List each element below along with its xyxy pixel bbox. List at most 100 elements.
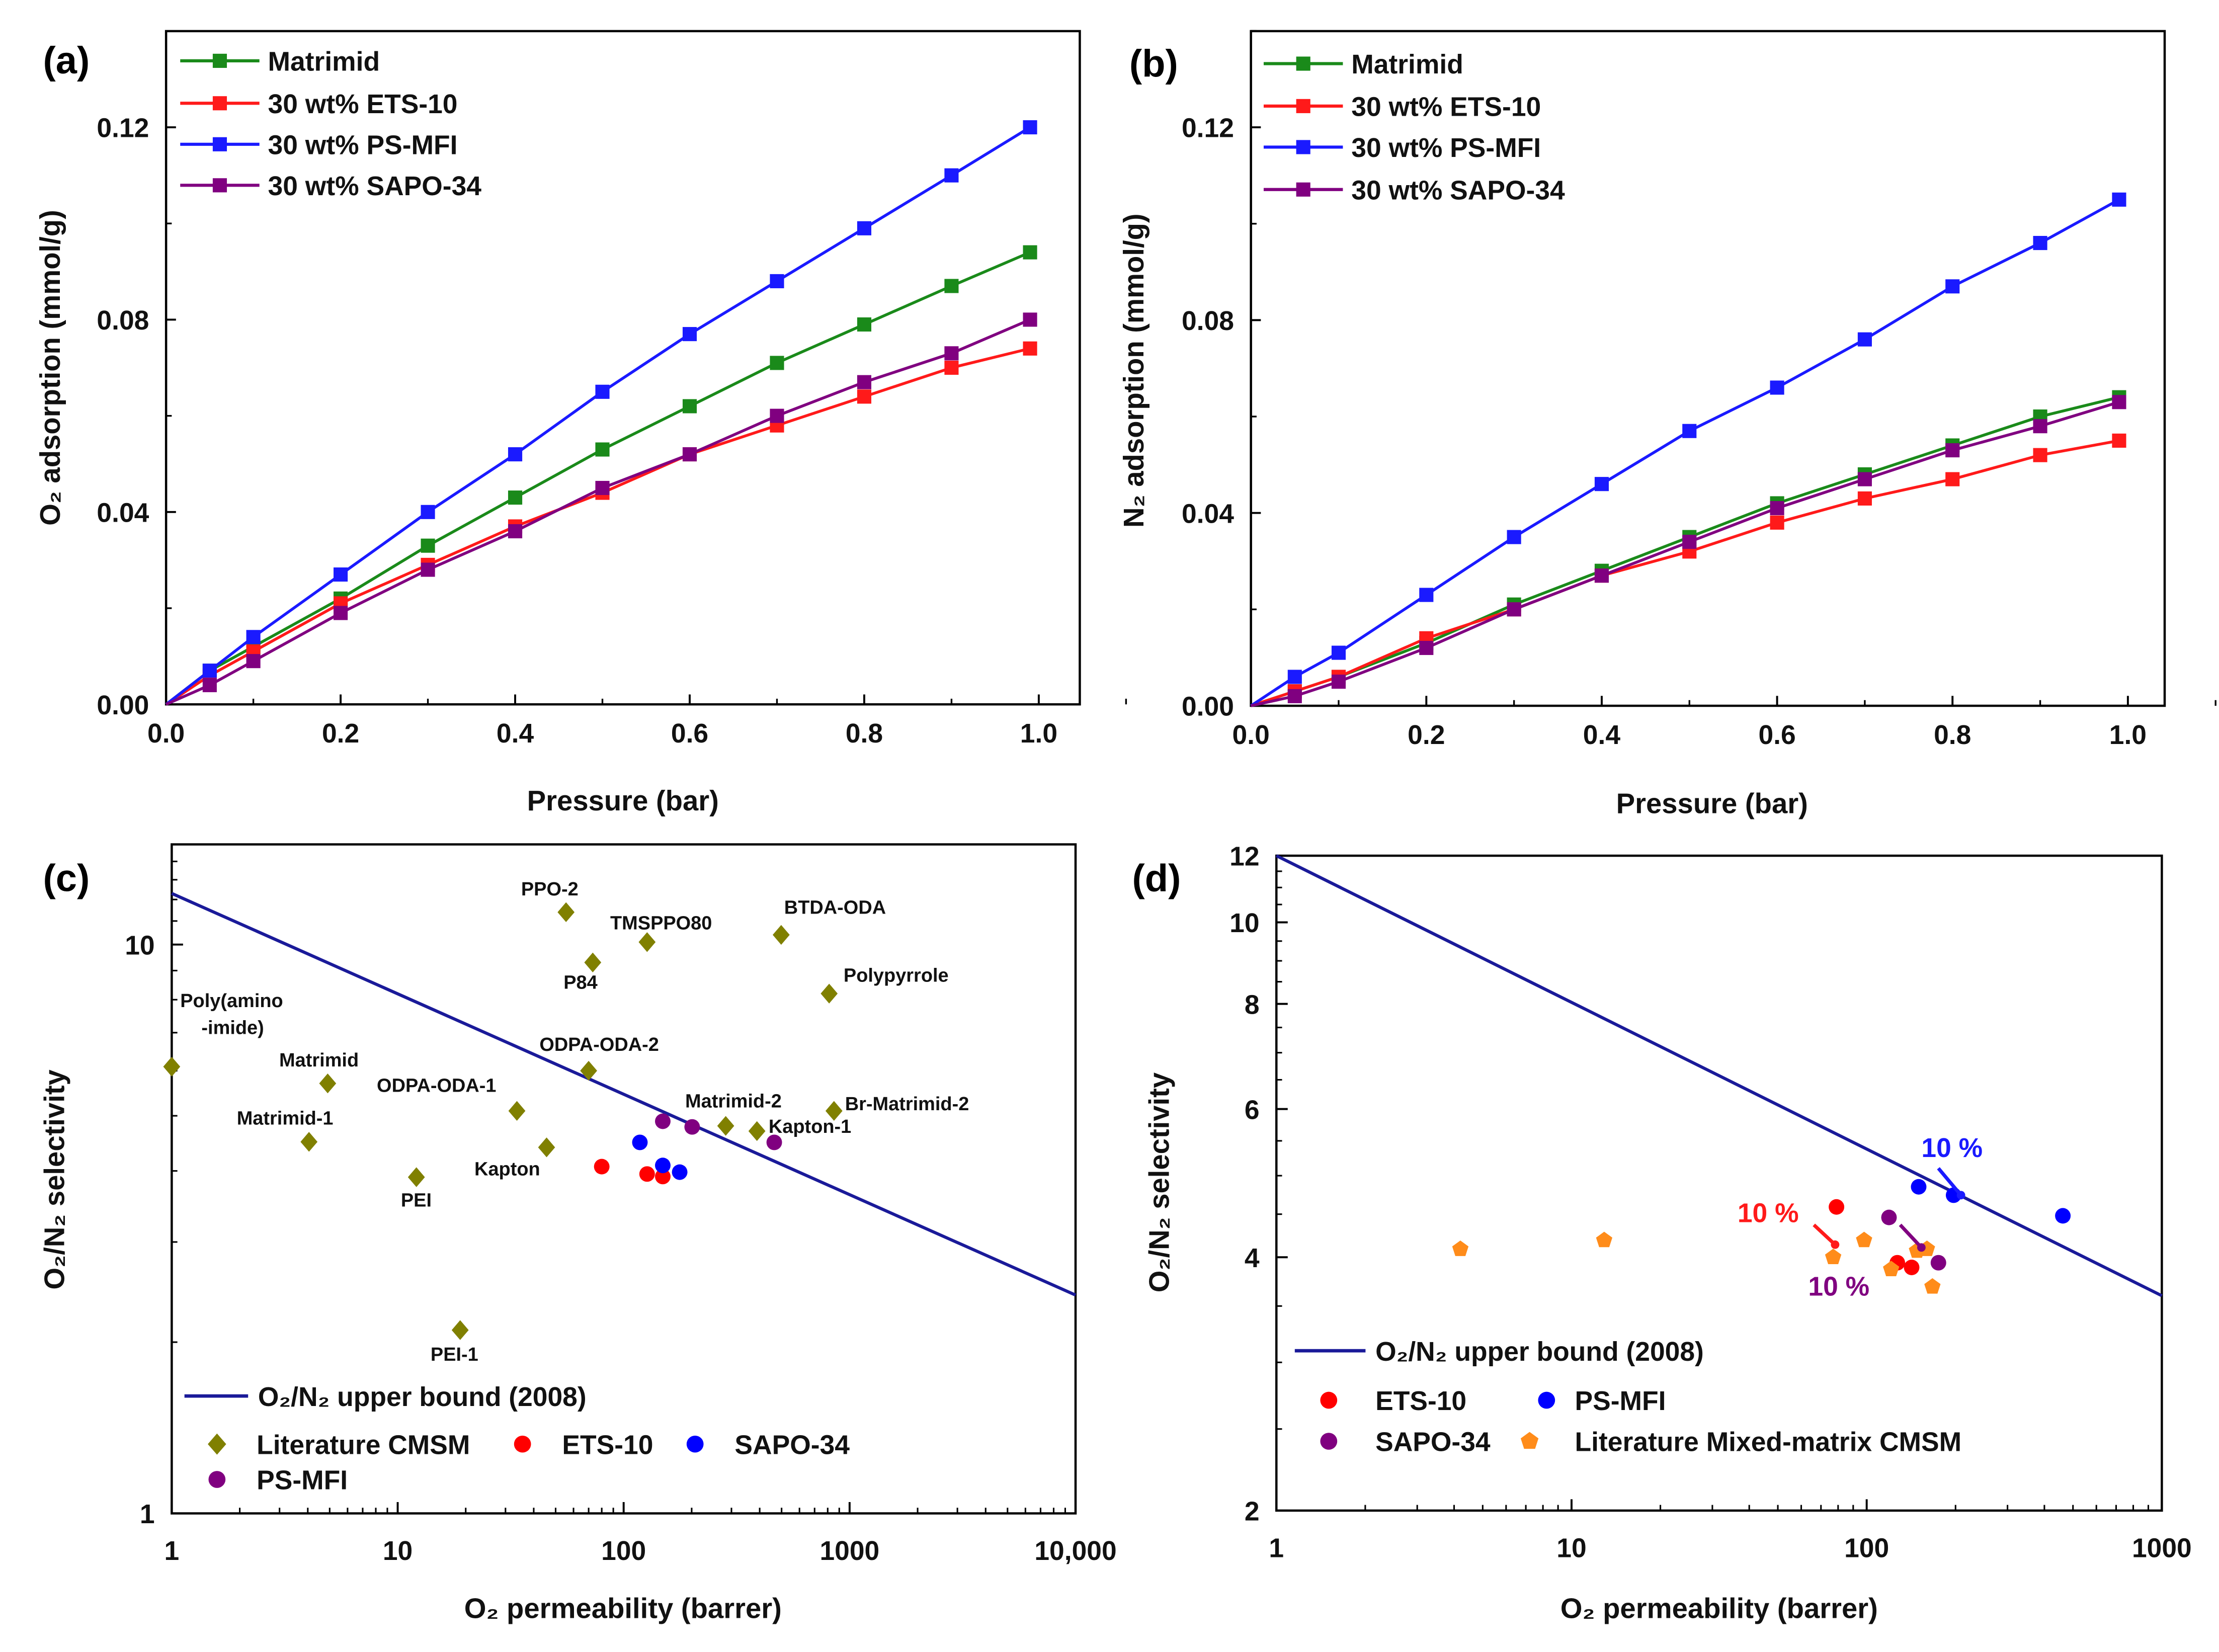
arrow-head-icon [1831,1240,1840,1249]
series-line [1250,439,2119,707]
data-point [1857,472,1872,486]
data-point [407,1167,425,1187]
data-point [682,399,697,414]
y-tick-label: 8 [1245,990,1260,1020]
series-ets-10 [594,1159,671,1185]
legend-marker [686,1435,704,1453]
data-point [1287,670,1302,684]
point-label-line: -imide) [201,1017,264,1038]
data-point [1945,279,1960,294]
data-point [1945,443,1960,458]
series-30-wt-ps-mfi [165,120,1037,706]
arrow-head-icon [1956,1191,1965,1200]
data-point [2033,448,2047,462]
data-point [944,360,959,375]
chart-panel-b: (b) Pressure (bar) N₂ adsorption (mmol/g) 0… [1118,30,2216,819]
data-point [1881,1209,1897,1225]
point-label: TMSPPO80 [610,913,712,934]
series-line [165,126,1031,706]
y-axis-label: O₂/N₂ selectivity [39,1069,70,1289]
data-point [770,408,784,423]
data-point [1287,689,1302,703]
x-axis-label: Pressure (bar) [527,785,719,816]
x-axis-label: O₂ permeability (barrer) [1560,1593,1878,1624]
x-tick-label: 0.0 [147,719,185,749]
series-line [165,318,1031,706]
point-label: Kapton-1 [769,1116,851,1137]
x-tick-label: 1.0 [1020,719,1057,749]
point-label: Matrimid-1 [237,1108,334,1129]
data-point [421,538,435,553]
point-label: Matrimid [279,1050,359,1071]
point-label: Matrimid-2 [685,1091,782,1112]
legend-label: 30 wt% PS-MFI [1351,133,1541,163]
legend-marker [212,137,227,151]
data-point [1594,568,1609,583]
data-point [421,562,435,577]
point-label: ODPA-ODA-2 [539,1034,659,1055]
data-point [766,1134,782,1150]
legend-marker [1296,182,1310,197]
data-point [1419,640,1434,655]
data-point [825,1101,843,1121]
plot-frame [1275,854,2163,1512]
point-label: P84 [563,972,598,993]
data-point [594,1159,610,1175]
legend-label: PS-MFI [257,1466,348,1496]
point-label: ODPA-ODA-1 [377,1076,496,1097]
y-tick-label: 0.00 [1182,692,1234,722]
x-tick-label: 0.2 [1408,720,1445,750]
legend-label: PS-MFI [1575,1386,1666,1416]
data-point [655,1113,671,1129]
data-point [857,221,872,235]
series-30-wt-sapo-34 [1251,395,2126,707]
x-tick-label: 10,000 [1034,1536,1116,1566]
point-label: PEI-1 [431,1344,478,1365]
data-point [857,317,872,332]
data-point [1331,675,1346,689]
x-tick-label: 100 [1844,1534,1889,1563]
legend-marker [1320,1433,1338,1450]
legend-marker [212,178,227,193]
data-point [1857,332,1872,347]
data-point [508,490,523,505]
data-point [655,1158,671,1174]
data-point [1770,515,1784,530]
x-tick-label: 1000 [819,1536,879,1566]
data-point [1682,535,1697,549]
chart-panel-a: (a) Pressure (bar) O₂ adsorption (mmol/g) 0… [34,30,1127,816]
data-point [508,1101,526,1121]
plot-frame [1250,30,2166,707]
annotation-arrow [1899,1223,1923,1249]
series-line [165,347,1031,706]
data-point [682,327,697,342]
annotation-label: 10 % [1808,1272,1869,1301]
data-point [595,384,610,399]
data-point [202,678,217,693]
x-tick-label: 10 [383,1536,413,1566]
point-label: BTDA-ODA [784,897,886,918]
x-tick-label: 0.4 [1583,720,1621,750]
data-point [1682,424,1697,438]
data-point [1883,1261,1900,1277]
data-point [1770,380,1784,395]
x-axis-label: O₂ permeability (barrer) [464,1593,782,1624]
data-point [772,925,790,945]
plot-frame [165,30,1081,706]
data-point [580,1060,597,1081]
data-point [1023,341,1037,356]
data-point [684,1119,700,1135]
data-point [334,567,348,582]
data-point [1930,1255,1946,1271]
series-line [165,251,1031,706]
data-point [246,630,261,644]
series-30-wt-ps-mfi [1250,192,2126,707]
data-point [1825,1249,1842,1264]
x-tick-label: 0.8 [846,719,883,749]
data-point [1856,1231,1872,1248]
y-tick-label: 0.08 [97,306,149,336]
point-label: Poly(amino -imide) [180,990,283,1038]
y-tick-label: 12 [1229,842,1259,872]
data-point [2055,1208,2071,1224]
y-tick-label: 0.04 [1182,499,1234,529]
